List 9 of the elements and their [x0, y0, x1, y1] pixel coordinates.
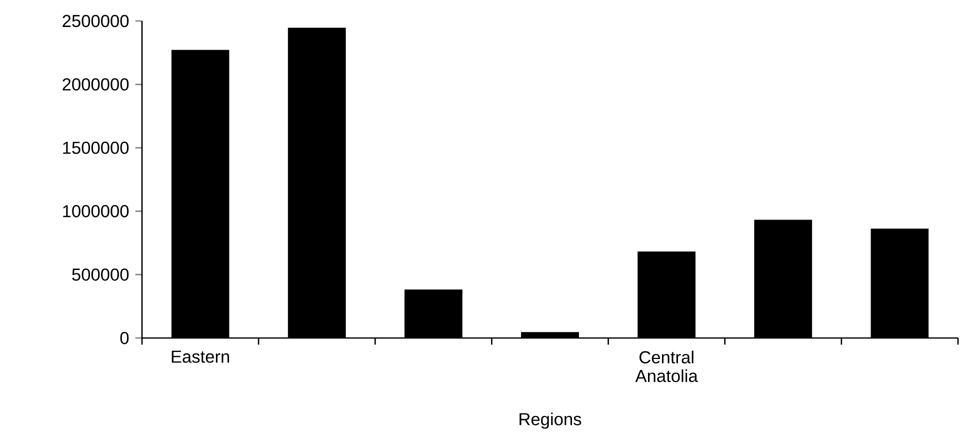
x-axis-title: Regions: [520, 412, 582, 429]
y-tick-label: 2000000: [62, 78, 129, 91]
y-tick-label: 2500000: [62, 14, 129, 28]
y-tick-label: 1000000: [63, 205, 129, 218]
y-tick-label: 500000: [72, 268, 129, 281]
y-tick-label: 1500000: [63, 142, 129, 154]
y-tick-label: 0: [120, 332, 129, 344]
x-tick-label: Eastern: [172, 350, 230, 363]
x-tick-label: Central Anatolia: [635, 350, 698, 382]
